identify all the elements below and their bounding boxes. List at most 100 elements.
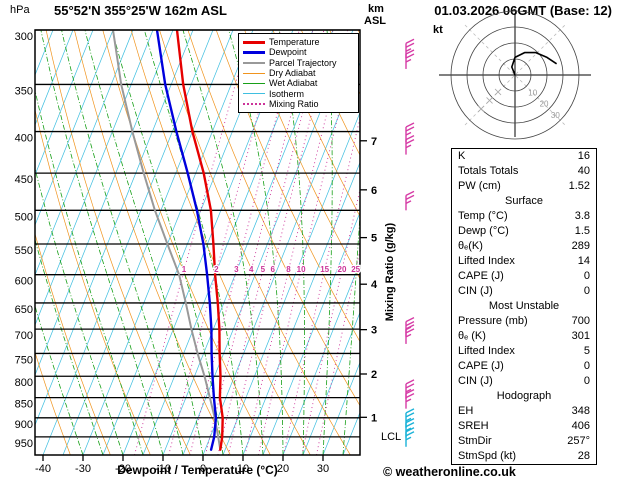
stats-value: 257° [567, 435, 590, 447]
parcel-trajectory-curve [112, 30, 222, 451]
wind-barb [405, 49, 415, 69]
stats-label: StmSpd (kt) [458, 450, 517, 462]
stats-row: CAPE (J) 0 [452, 269, 596, 284]
stats-label: Temp (°C) [458, 210, 508, 222]
pressure-axis-labels: 300 350 400 450 500 550 600 650 700 750 800 850 900 9… [15, 31, 33, 450]
stats-value: 0 [583, 360, 590, 372]
stats-row: Temp (°C) 3.8 [452, 209, 596, 224]
hodograph-unit-label: kt [433, 24, 443, 36]
legend-item: Isotherm [243, 88, 354, 99]
stats-value: 1.5 [574, 225, 590, 237]
background-lines [35, 30, 360, 455]
legend-item: Wet Adiabat [243, 78, 354, 88]
legend-item: Parcel Trajectory [243, 58, 354, 68]
hodograph-hatch [477, 105, 485, 113]
stats-label: Totals Totals [458, 165, 519, 177]
wind-barb [405, 427, 415, 447]
mixing-ratio-value-labels: 1 2 3 4 5 6 8 10 15 20 25 [181, 264, 362, 276]
pressure-tick-label: 500 [15, 211, 33, 223]
stats-label: SREH [458, 420, 489, 432]
pressure-tick-label: 950 [15, 438, 33, 450]
svg-text:25: 25 [351, 265, 360, 274]
pressure-tick-label: 600 [15, 276, 33, 288]
legend-swatch [243, 61, 265, 64]
stats-value: 348 [571, 405, 590, 417]
wind-barb [405, 190, 415, 211]
legend-item: Mixing Ratio [243, 99, 354, 109]
stats-row: CAPE (J) 0 [452, 359, 596, 374]
svg-text:1: 1 [182, 265, 187, 274]
temp-tick-label: 0 [200, 463, 206, 475]
stats-label: StmDir [458, 435, 492, 447]
lcl-label: LCL [381, 431, 402, 443]
isotherm-lines [35, 30, 360, 455]
legend-label: Wet Adiabat [269, 78, 318, 89]
sounding-curves [112, 30, 224, 451]
svg-text:5: 5 [261, 265, 266, 274]
stats-value: 5 [583, 345, 590, 357]
hodograph-ring-label: 10 [528, 88, 537, 97]
stats-value: 1.52 [568, 180, 590, 192]
stats-value: 16 [577, 150, 590, 162]
svg-text:20: 20 [338, 265, 347, 274]
legend-label: Parcel Trajectory [269, 57, 337, 68]
pressure-tick-label: 300 [15, 31, 33, 43]
hodograph-ring [450, 10, 580, 140]
wind-barb [405, 324, 415, 344]
svg-text:15: 15 [320, 265, 329, 274]
hodograph-hatch [486, 97, 493, 104]
stats-section-header: Hodograph [496, 390, 552, 402]
asl-axis-unit: ASL [364, 15, 386, 27]
stats-row: Dewp (°C) 1.5 [452, 224, 596, 239]
wind-barb [405, 389, 415, 409]
km-axis-unit: km [368, 3, 384, 15]
stats-value: 700 [571, 315, 590, 327]
legend-swatch [243, 72, 265, 74]
pressure-tick-label: 700 [15, 330, 33, 342]
plot-border [34, 29, 361, 456]
temp-tick-label: -30 [75, 463, 91, 475]
km-tick-label: 2 [371, 369, 377, 381]
legend-item: Dry Adiabat [243, 68, 354, 78]
stats-row: Lifted Index 5 [452, 344, 596, 359]
legend-label: Dry Adiabat [269, 68, 316, 79]
svg-text:3: 3 [234, 265, 239, 274]
stats-value: 0 [583, 270, 590, 282]
x-axis-label: Dewpoint / Temperature (°C) [117, 463, 278, 477]
stats-value: 28 [577, 450, 590, 462]
legend-swatch [243, 93, 265, 95]
dewpoint-curve [155, 30, 218, 451]
mixing-ratio-axis-label: Mixing Ratio (g/kg) [384, 222, 396, 322]
hodograph-ring [466, 26, 564, 124]
pressure-tick-label: 400 [15, 133, 33, 145]
stats-row: θₑ (K) 301 [452, 329, 596, 344]
hodograph-ring-label: 30 [551, 111, 560, 120]
stats-label: CIN (J) [458, 285, 493, 297]
pressure-tick-label: 550 [15, 245, 33, 257]
pressure-tick-label: 450 [15, 174, 33, 186]
stats-value: 406 [571, 420, 590, 432]
temp-tick-label: 10 [237, 463, 249, 475]
km-tick-label: 7 [371, 136, 377, 148]
temperature-curve [175, 30, 224, 451]
page-title: 55°52'N 355°25'W 162m ASL [54, 3, 227, 18]
stats-label: Lifted Index [458, 345, 515, 357]
km-tick-label: 3 [371, 325, 377, 337]
stats-label: θₑ (K) [458, 330, 486, 342]
stats-value: 0 [583, 375, 590, 387]
stats-row: CIN (J) 0 [452, 284, 596, 299]
stats-row: Totals Totals 40 [452, 164, 596, 179]
stats-section-header: Most Unstable [488, 300, 560, 312]
legend-swatch [243, 82, 265, 84]
hodograph-ring [482, 42, 548, 108]
km-tick-label: 4 [371, 279, 378, 291]
hodograph-ring-label: 20 [540, 100, 549, 109]
stats-label: θₑ(K) [458, 240, 483, 252]
legend-item: Dewpoint [243, 47, 354, 57]
legend-swatch [243, 102, 265, 105]
temp-tick-label: 30 [317, 463, 329, 475]
svg-text:2: 2 [214, 265, 219, 274]
datetime-title: 01.03.2026 06GMT (Base: 12) [434, 3, 612, 18]
stats-value: 14 [577, 255, 590, 267]
